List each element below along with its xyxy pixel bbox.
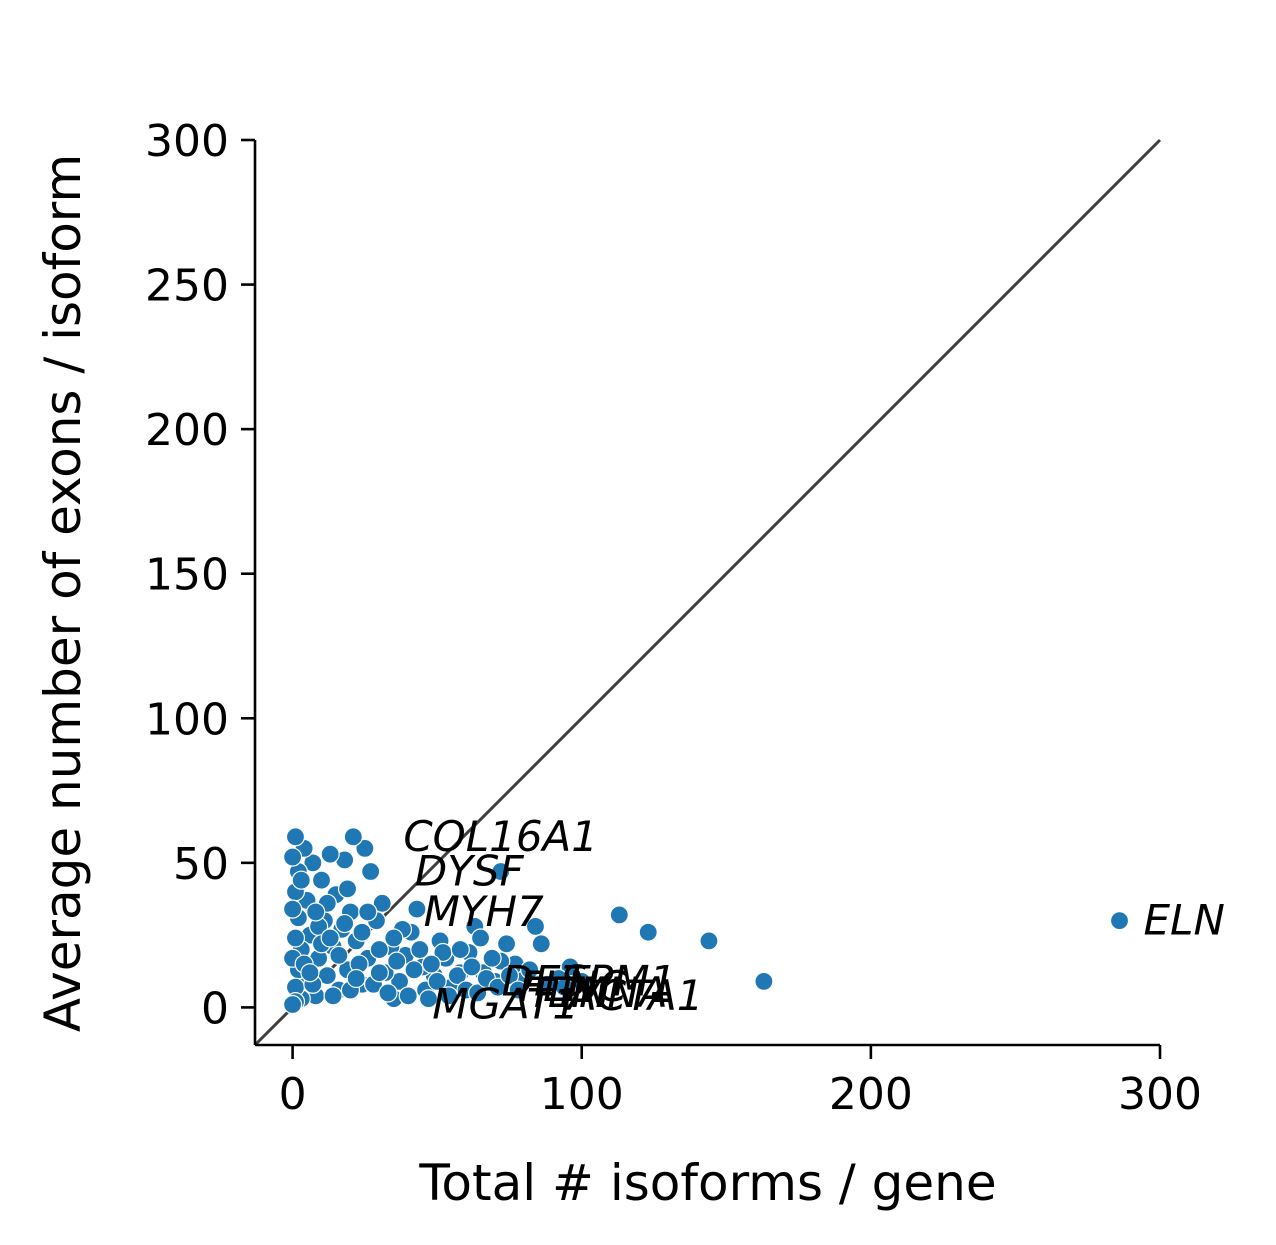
point-annotation: MGAT1	[432, 980, 579, 1029]
data-point	[352, 922, 372, 942]
data-point	[358, 902, 378, 922]
data-point	[531, 934, 551, 954]
data-point	[410, 939, 430, 960]
point-annotation: DES	[502, 956, 588, 1005]
data-point	[499, 966, 520, 986]
data-point	[311, 870, 332, 890]
data-point	[1109, 911, 1130, 931]
data-point	[439, 986, 459, 1006]
data-point	[482, 948, 502, 968]
data-point	[329, 945, 349, 965]
data-point	[418, 989, 439, 1009]
data-point	[323, 986, 343, 1006]
point-annotation: TTN	[528, 968, 611, 1017]
data-point	[355, 838, 375, 858]
data-point	[346, 968, 366, 989]
data-point	[320, 844, 340, 864]
x-axis-ticks: 0 100 200 300	[279, 1045, 1202, 1120]
point-annotation: MYH7	[424, 887, 544, 936]
point-annotation: FLNC	[519, 962, 628, 1011]
point-annotation: ACTA1	[565, 971, 703, 1020]
data-point	[404, 960, 424, 980]
data-point	[335, 913, 355, 934]
data-point	[450, 939, 470, 960]
y-tick-label: 150	[145, 550, 229, 601]
data-point	[462, 957, 482, 977]
data-point	[282, 899, 303, 919]
x-tick-label: 200	[829, 1069, 913, 1120]
data-point	[398, 986, 418, 1006]
data-point	[508, 980, 528, 1000]
y-axis-title: Average number of exons / isoform	[34, 154, 92, 1032]
data-point	[754, 971, 774, 991]
data-point	[491, 861, 511, 882]
point-annotation: COL16A1	[403, 812, 598, 861]
data-point	[303, 853, 323, 873]
data-point	[525, 916, 546, 937]
data-point	[554, 977, 574, 997]
data-point	[282, 994, 303, 1015]
y-tick-label: 100	[145, 694, 229, 745]
data-point	[369, 939, 389, 960]
data-point	[387, 951, 407, 971]
data-point	[291, 870, 311, 890]
data-point	[306, 902, 326, 922]
data-point	[699, 931, 719, 951]
data-point	[285, 928, 306, 948]
data-point	[496, 934, 517, 954]
data-point	[282, 847, 303, 867]
x-tick-label: 300	[1118, 1069, 1202, 1120]
data-point	[361, 861, 381, 882]
data-point	[372, 893, 392, 913]
y-tick-label: 200	[145, 405, 229, 456]
data-point	[285, 827, 306, 847]
data-point	[572, 971, 592, 991]
y-tick-label: 300	[145, 116, 229, 167]
data-point	[488, 977, 508, 997]
scatter-points	[282, 827, 1130, 1015]
data-point	[520, 960, 540, 980]
data-point	[470, 928, 491, 948]
data-point	[343, 827, 363, 847]
data-point	[468, 983, 488, 1003]
point-annotation: DYSF	[415, 847, 525, 896]
data-point	[378, 983, 398, 1003]
data-point	[638, 922, 658, 942]
data-point	[407, 899, 427, 919]
point-annotation: ELN	[1144, 896, 1225, 945]
data-point	[447, 966, 467, 986]
identity-line	[253, 138, 1162, 1047]
y-tick-label: 0	[201, 983, 229, 1034]
point-annotation: LMNA	[548, 968, 668, 1017]
data-point	[320, 928, 340, 948]
y-axis-ticks: 0 50 100 150 200 250 300	[145, 116, 255, 1034]
data-point	[389, 971, 410, 991]
data-point	[369, 963, 389, 983]
point-annotation: TPM1	[562, 956, 676, 1005]
y-tick-label: 50	[173, 839, 229, 890]
x-tick-label: 100	[540, 1069, 624, 1120]
y-tick-label: 250	[145, 261, 229, 312]
data-point	[337, 879, 358, 899]
data-point	[300, 963, 320, 983]
x-axis-title: Total # isoforms / gene	[418, 1154, 996, 1212]
data-point	[427, 971, 447, 991]
data-point	[421, 954, 441, 974]
data-point	[384, 928, 404, 948]
x-tick-label: 0	[279, 1069, 307, 1120]
data-point	[609, 905, 629, 925]
data-point	[560, 957, 580, 977]
